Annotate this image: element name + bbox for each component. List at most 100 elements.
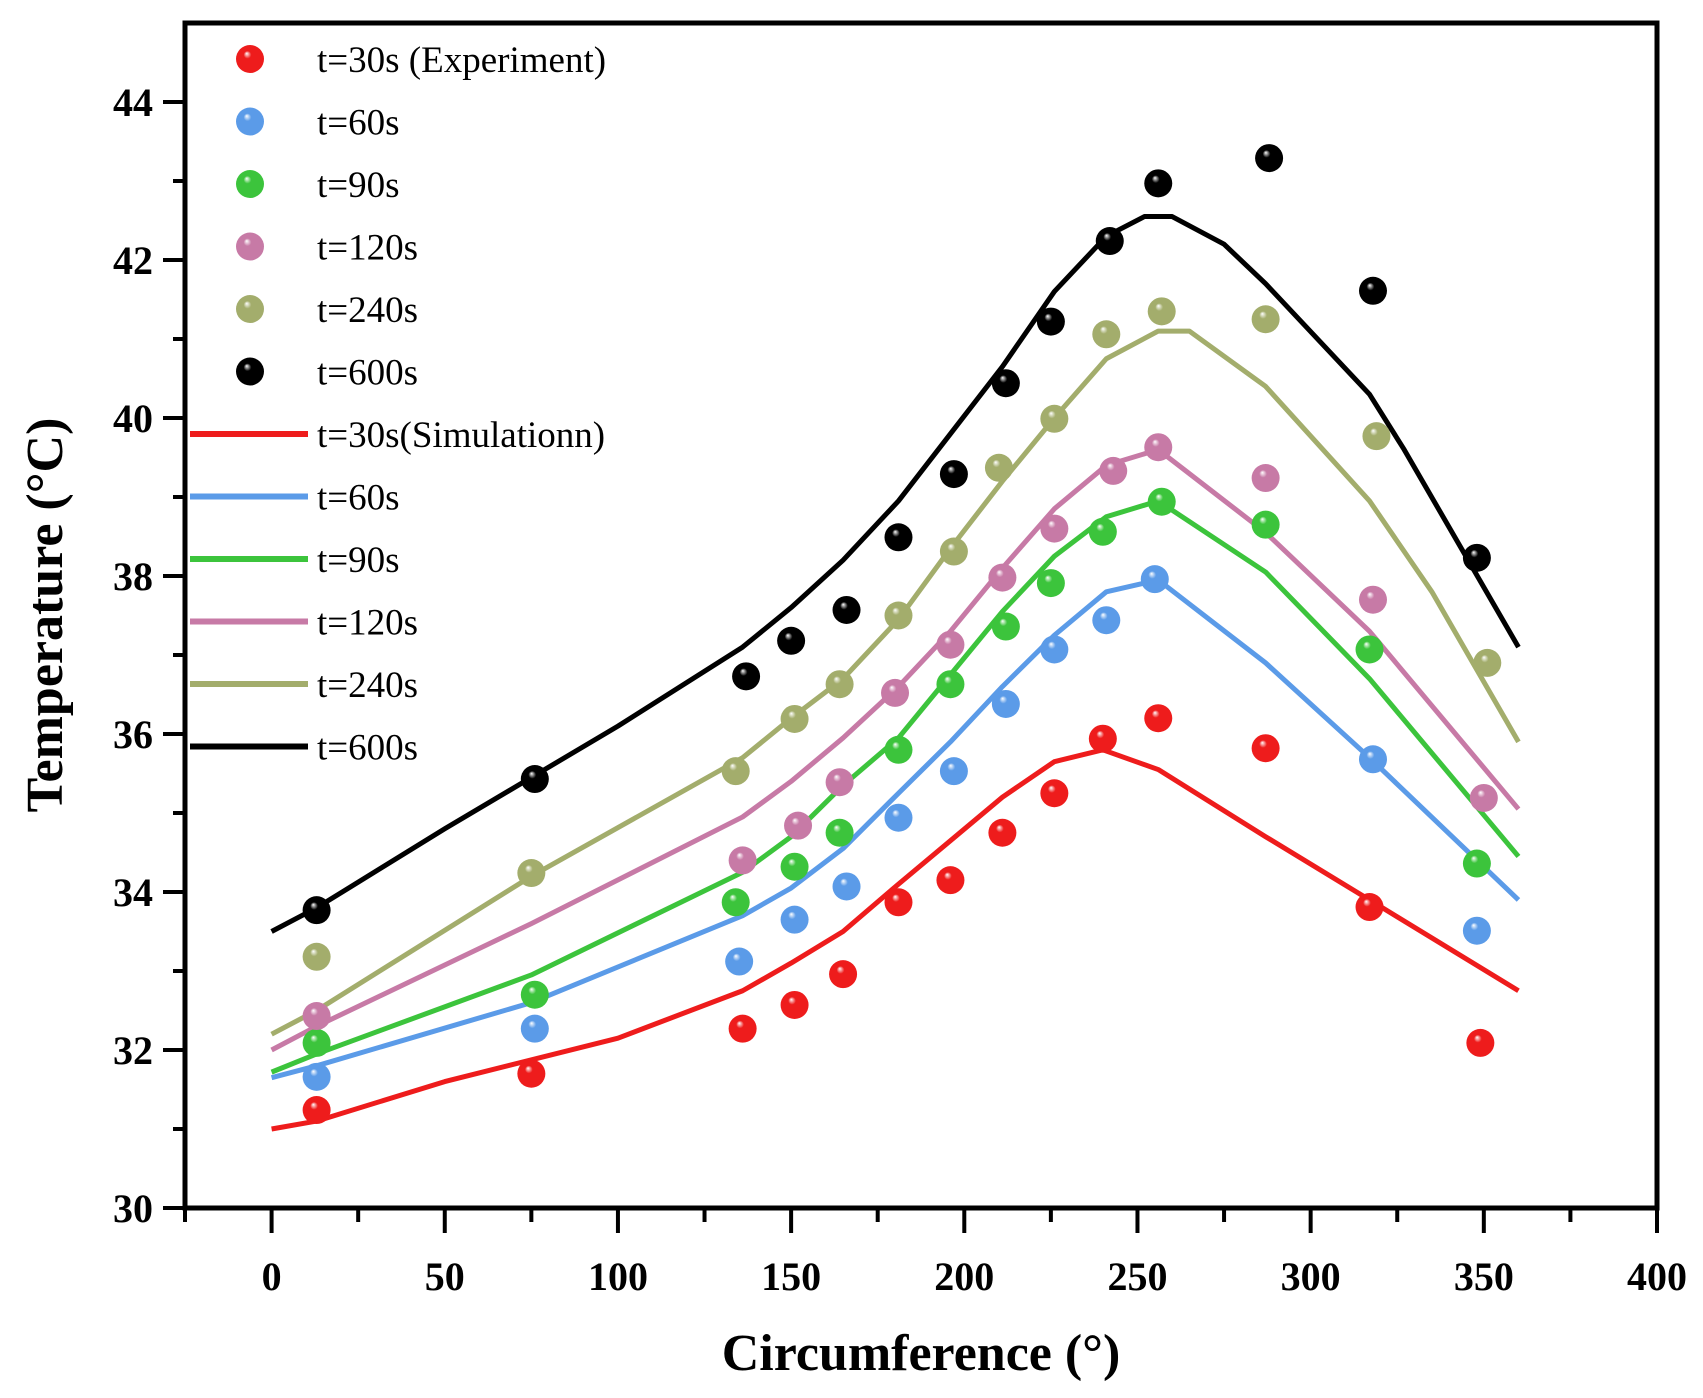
experiment-point: [1362, 422, 1391, 451]
experiment-point: [1040, 404, 1069, 433]
legend-marker: [236, 45, 264, 73]
y-tick-label: 40: [113, 396, 153, 441]
experiment-point: [1144, 169, 1173, 198]
experiment-point: [517, 1059, 546, 1088]
experiment-point: [1036, 569, 1065, 598]
experiment-point: [988, 818, 1017, 847]
experiment-point: [520, 1014, 549, 1043]
experiment-point: [780, 905, 809, 934]
experiment-point: [1095, 227, 1124, 256]
experiment-point: [725, 947, 754, 976]
experiment-point: [1466, 1028, 1495, 1057]
x-tick-label: 400: [1627, 1254, 1687, 1299]
experiment-point: [884, 803, 913, 832]
x-tick-label: 0: [262, 1254, 282, 1299]
y-tick-label: 32: [113, 1028, 153, 1073]
x-tick-label: 250: [1107, 1254, 1167, 1299]
experiment-point: [1092, 320, 1121, 349]
experiment-point: [780, 704, 809, 733]
experiment-point: [1251, 510, 1280, 539]
experiment-point: [1358, 585, 1387, 614]
legend-label: t=90s: [317, 540, 400, 581]
simulation-line: [270, 577, 1521, 1081]
x-tick-label: 50: [425, 1254, 465, 1299]
experiment-point: [1473, 648, 1502, 677]
experiment-point: [517, 859, 546, 888]
experiment-point: [1251, 734, 1280, 763]
experiment-point: [732, 662, 761, 691]
experiment-point: [1036, 307, 1065, 336]
experiment-point: [302, 942, 331, 971]
legend-label: t=60s: [317, 103, 400, 144]
legend-label: t=120s: [317, 603, 418, 644]
experiment-point: [1040, 779, 1069, 808]
legend-label: t=120s: [317, 228, 418, 269]
experiment-point: [1144, 433, 1173, 462]
experiment-point: [825, 818, 854, 847]
experiment-point: [302, 896, 331, 925]
experiment-points: [302, 144, 1502, 1125]
experiment-point: [1355, 893, 1384, 922]
experiment-point: [991, 689, 1020, 718]
experiment-point: [988, 563, 1017, 592]
experiment-point: [1255, 144, 1284, 173]
experiment-point: [728, 846, 757, 875]
experiment-point: [721, 757, 750, 786]
experiment-point: [991, 612, 1020, 641]
experiment-point: [1088, 517, 1117, 546]
legend-marker: [236, 107, 264, 136]
y-axis-title: Temperature (°C): [17, 418, 74, 813]
experiment-point: [936, 866, 965, 895]
experiment-point: [1358, 276, 1387, 305]
experiment-point: [1140, 565, 1169, 594]
x-tick-label: 150: [761, 1254, 821, 1299]
legend-marker: [236, 295, 264, 323]
y-tick-label: 36: [113, 712, 153, 757]
experiment-point: [936, 670, 965, 699]
y-axis-ticks: 30 32 34 36 38 40 42 44: [113, 80, 185, 1231]
experiment-point: [1147, 487, 1176, 516]
experiment-point: [728, 1014, 757, 1043]
experiment-point: [1469, 783, 1498, 812]
experiment-point: [1251, 305, 1280, 334]
y-tick-label: 34: [113, 870, 153, 915]
legend-label: t=240s: [317, 665, 418, 706]
legend: t=30s (Experiment) t=60s t=90s t=120s t=240s…: [190, 40, 606, 769]
simulation-line: [270, 214, 1521, 934]
experiment-point: [1144, 704, 1173, 733]
experiment-point: [991, 369, 1020, 398]
experiment-point: [1040, 635, 1069, 664]
experiment-point: [829, 960, 858, 989]
experiment-point: [832, 872, 861, 901]
experiment-point: [884, 735, 913, 764]
experiment-point: [1462, 849, 1491, 878]
experiment-point: [1147, 297, 1176, 326]
experiment-point: [939, 757, 968, 786]
experiment-point: [1355, 635, 1384, 664]
y-tick-label: 38: [113, 554, 153, 599]
experiment-point: [1462, 543, 1491, 572]
experiment-point: [884, 523, 913, 552]
experiment-point: [939, 460, 968, 489]
y-tick-label: 30: [113, 1186, 153, 1231]
experiment-point: [302, 1062, 331, 1091]
experiment-point: [832, 595, 861, 624]
experiment-point: [884, 888, 913, 917]
experiment-point: [1462, 916, 1491, 945]
experiment-point: [780, 990, 809, 1019]
experiment-point: [1092, 606, 1121, 635]
x-tick-label: 100: [588, 1254, 648, 1299]
experiment-point: [881, 678, 910, 707]
experiment-point: [1099, 456, 1128, 485]
experiment-point: [520, 765, 549, 794]
experiment-point: [780, 852, 809, 881]
experiment-point: [777, 626, 806, 655]
legend-label: t=600s: [317, 728, 418, 769]
experiment-point: [884, 601, 913, 630]
legend-label: t=600s: [317, 353, 418, 394]
experiment-point: [520, 980, 549, 1009]
experiment-point: [825, 670, 854, 699]
legend-marker: [236, 170, 264, 198]
experiment-point: [1040, 514, 1069, 543]
